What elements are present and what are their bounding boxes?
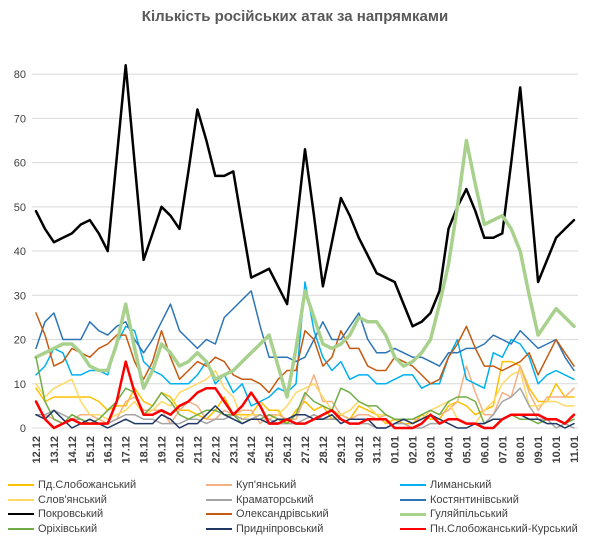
legend-label: Куп'янський	[236, 479, 297, 491]
x-tick-label: 29.12	[336, 436, 348, 464]
x-tick-label: 02.01	[408, 436, 420, 464]
x-tick-label: 24.12	[246, 436, 258, 464]
legend-label: Краматорський	[236, 493, 314, 506]
legend-label: Пд.Слобожанський	[38, 479, 137, 491]
legend-swatch	[8, 484, 34, 486]
x-tick-label: 16.12	[103, 436, 115, 464]
x-tick-label: 09.01	[533, 436, 545, 464]
legend-item: Оріхівський	[8, 523, 97, 535]
x-tick-label: 01.01	[390, 436, 402, 464]
x-tick-label: 22.12	[210, 436, 222, 464]
legend-swatch	[400, 498, 426, 501]
x-tick-label: 18.12	[139, 436, 151, 464]
legend-item: Придніпровський	[206, 523, 323, 535]
x-tick-label: 15.12	[85, 436, 97, 464]
y-tick-label: 0	[20, 423, 26, 435]
legend-swatch	[206, 513, 232, 515]
x-tick-label: 03.01	[426, 436, 438, 464]
y-tick-label: 20	[14, 335, 26, 347]
legend-item: Лиманський	[400, 479, 491, 491]
legend-item: Куп'янський	[206, 479, 296, 491]
y-tick-label: 80	[14, 69, 26, 81]
legend-swatch	[400, 527, 426, 530]
legend-item: Гуляйпільський	[400, 508, 508, 520]
legend-label: Слов'янський	[38, 493, 107, 506]
y-tick-label: 10	[14, 379, 26, 391]
legend-label: Пн.Слобожанський-Курський	[430, 522, 578, 535]
x-tick-label: 11.01	[569, 436, 581, 463]
series-line	[35, 290, 575, 372]
series-line	[35, 369, 575, 425]
legend-label: Оріхівський	[38, 522, 98, 535]
legend-item: Пн.Слобожанський-Курський	[400, 523, 578, 535]
legend-swatch	[206, 527, 232, 530]
series-line	[35, 405, 575, 429]
legend-item: Слов'янський	[8, 494, 107, 506]
series-line	[35, 312, 575, 394]
x-tick-label: 04.01	[443, 436, 455, 464]
legend-swatch	[206, 498, 232, 501]
x-tick-label: 12.12	[31, 436, 43, 464]
series-line	[35, 281, 575, 407]
y-tick-label: 60	[14, 158, 26, 170]
legend-item: Олександрівський	[206, 508, 329, 520]
x-tick-label: 28.12	[318, 436, 330, 464]
x-tick-label: 10.01	[551, 436, 563, 464]
legend-item: Краматорський	[206, 494, 314, 506]
legend-label: Покровський	[38, 508, 104, 520]
legend-label: Костянтинівський	[430, 493, 519, 506]
legend-swatch	[400, 512, 426, 516]
y-tick-label: 40	[14, 246, 26, 258]
legend-item: Пд.Слобожанський	[8, 479, 136, 491]
legend-swatch	[8, 498, 34, 501]
legend-label: Гуляйпільський	[430, 508, 508, 520]
x-tick-label: 20.12	[174, 436, 186, 464]
legend-swatch	[8, 513, 34, 515]
x-tick-label: 13.12	[49, 436, 61, 464]
x-tick-label: 07.01	[497, 436, 509, 464]
series-line	[34, 138, 576, 399]
series-line	[34, 64, 576, 328]
x-tick-label: 19.12	[157, 436, 169, 464]
x-tick-label: 06.01	[479, 436, 491, 464]
y-tick-label: 50	[14, 202, 26, 214]
x-tick-label: 21.12	[192, 436, 204, 464]
legend-swatch	[400, 484, 426, 486]
x-tick-label: 05.01	[461, 436, 473, 464]
y-tick-label: 30	[14, 290, 26, 302]
legend-swatch	[8, 527, 34, 530]
y-tick-label: 70	[14, 113, 26, 125]
x-tick-label: 25.12	[264, 436, 276, 464]
line-chart: 0 10 20 30 40 50 60 70 80 12.12 13.12 14.12 15.12 16.…	[14, 64, 581, 464]
x-tick-label: 17.12	[121, 436, 133, 464]
series-line	[35, 365, 575, 425]
x-tick-label: 26.12	[282, 436, 294, 464]
x-tick-label: 31.12	[372, 436, 384, 464]
legend-label: Лиманський	[430, 479, 492, 491]
series-line	[34, 360, 576, 430]
x-tick-label: 14.12	[67, 436, 79, 464]
legend-item: Костянтинівський	[400, 494, 519, 506]
x-tick-label: 23.12	[228, 436, 240, 464]
x-tick-label: 08.01	[515, 436, 527, 464]
x-tick-label: 27.12	[300, 436, 312, 464]
legend-label: Олександрівський	[236, 508, 329, 520]
legend-item: Покровський	[8, 508, 103, 520]
x-tick-label: 30.12	[354, 436, 366, 464]
legend-swatch	[206, 484, 232, 486]
legend-label: Придніпровський	[236, 522, 324, 535]
chart-title: Кількість російських атак за напрямками	[141, 8, 449, 25]
